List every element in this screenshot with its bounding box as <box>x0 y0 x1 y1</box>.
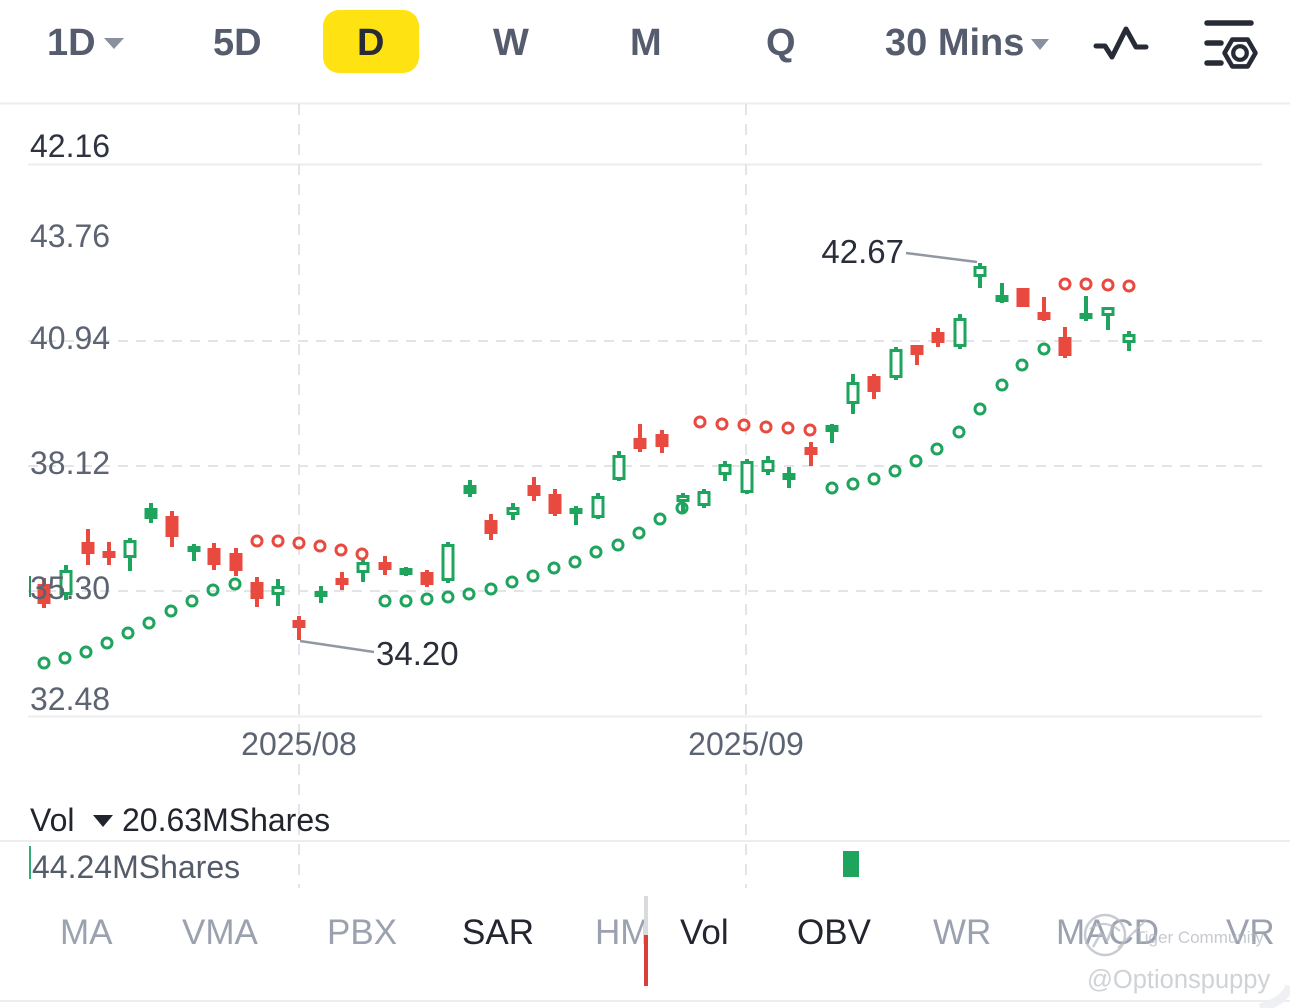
svg-text:Tiger Community: Tiger Community <box>1135 928 1264 947</box>
svg-text:SAR: SAR <box>462 913 534 952</box>
svg-text:Vol: Vol <box>30 802 74 838</box>
svg-text:42.16: 42.16 <box>30 128 110 164</box>
svg-text:32.48: 32.48 <box>30 681 110 717</box>
svg-text:WR: WR <box>933 913 991 952</box>
svg-text:43.76: 43.76 <box>30 218 110 254</box>
svg-text:Vol: Vol <box>680 913 729 952</box>
svg-text:44.24MShares: 44.24MShares <box>32 849 240 885</box>
svg-text:2025/08: 2025/08 <box>241 726 357 762</box>
svg-text:34.20: 34.20 <box>376 635 459 672</box>
svg-text:35.30: 35.30 <box>30 570 110 606</box>
svg-text:@Optionspuppy: @Optionspuppy <box>1087 966 1270 994</box>
svg-text:42.67: 42.67 <box>821 233 904 270</box>
svg-text:2025/09: 2025/09 <box>688 726 804 762</box>
svg-text:40.94: 40.94 <box>30 320 110 356</box>
svg-text:HM: HM <box>595 913 649 952</box>
svg-text:VR: VR <box>1226 913 1275 952</box>
svg-text:OBV: OBV <box>797 913 872 952</box>
svg-text:MACD: MACD <box>1056 913 1159 952</box>
svg-text:MA: MA <box>60 913 113 952</box>
svg-text:PBX: PBX <box>327 913 397 952</box>
svg-text:VMA: VMA <box>182 913 259 952</box>
svg-text:20.63MShares: 20.63MShares <box>122 802 330 838</box>
svg-text:38.12: 38.12 <box>30 445 110 481</box>
